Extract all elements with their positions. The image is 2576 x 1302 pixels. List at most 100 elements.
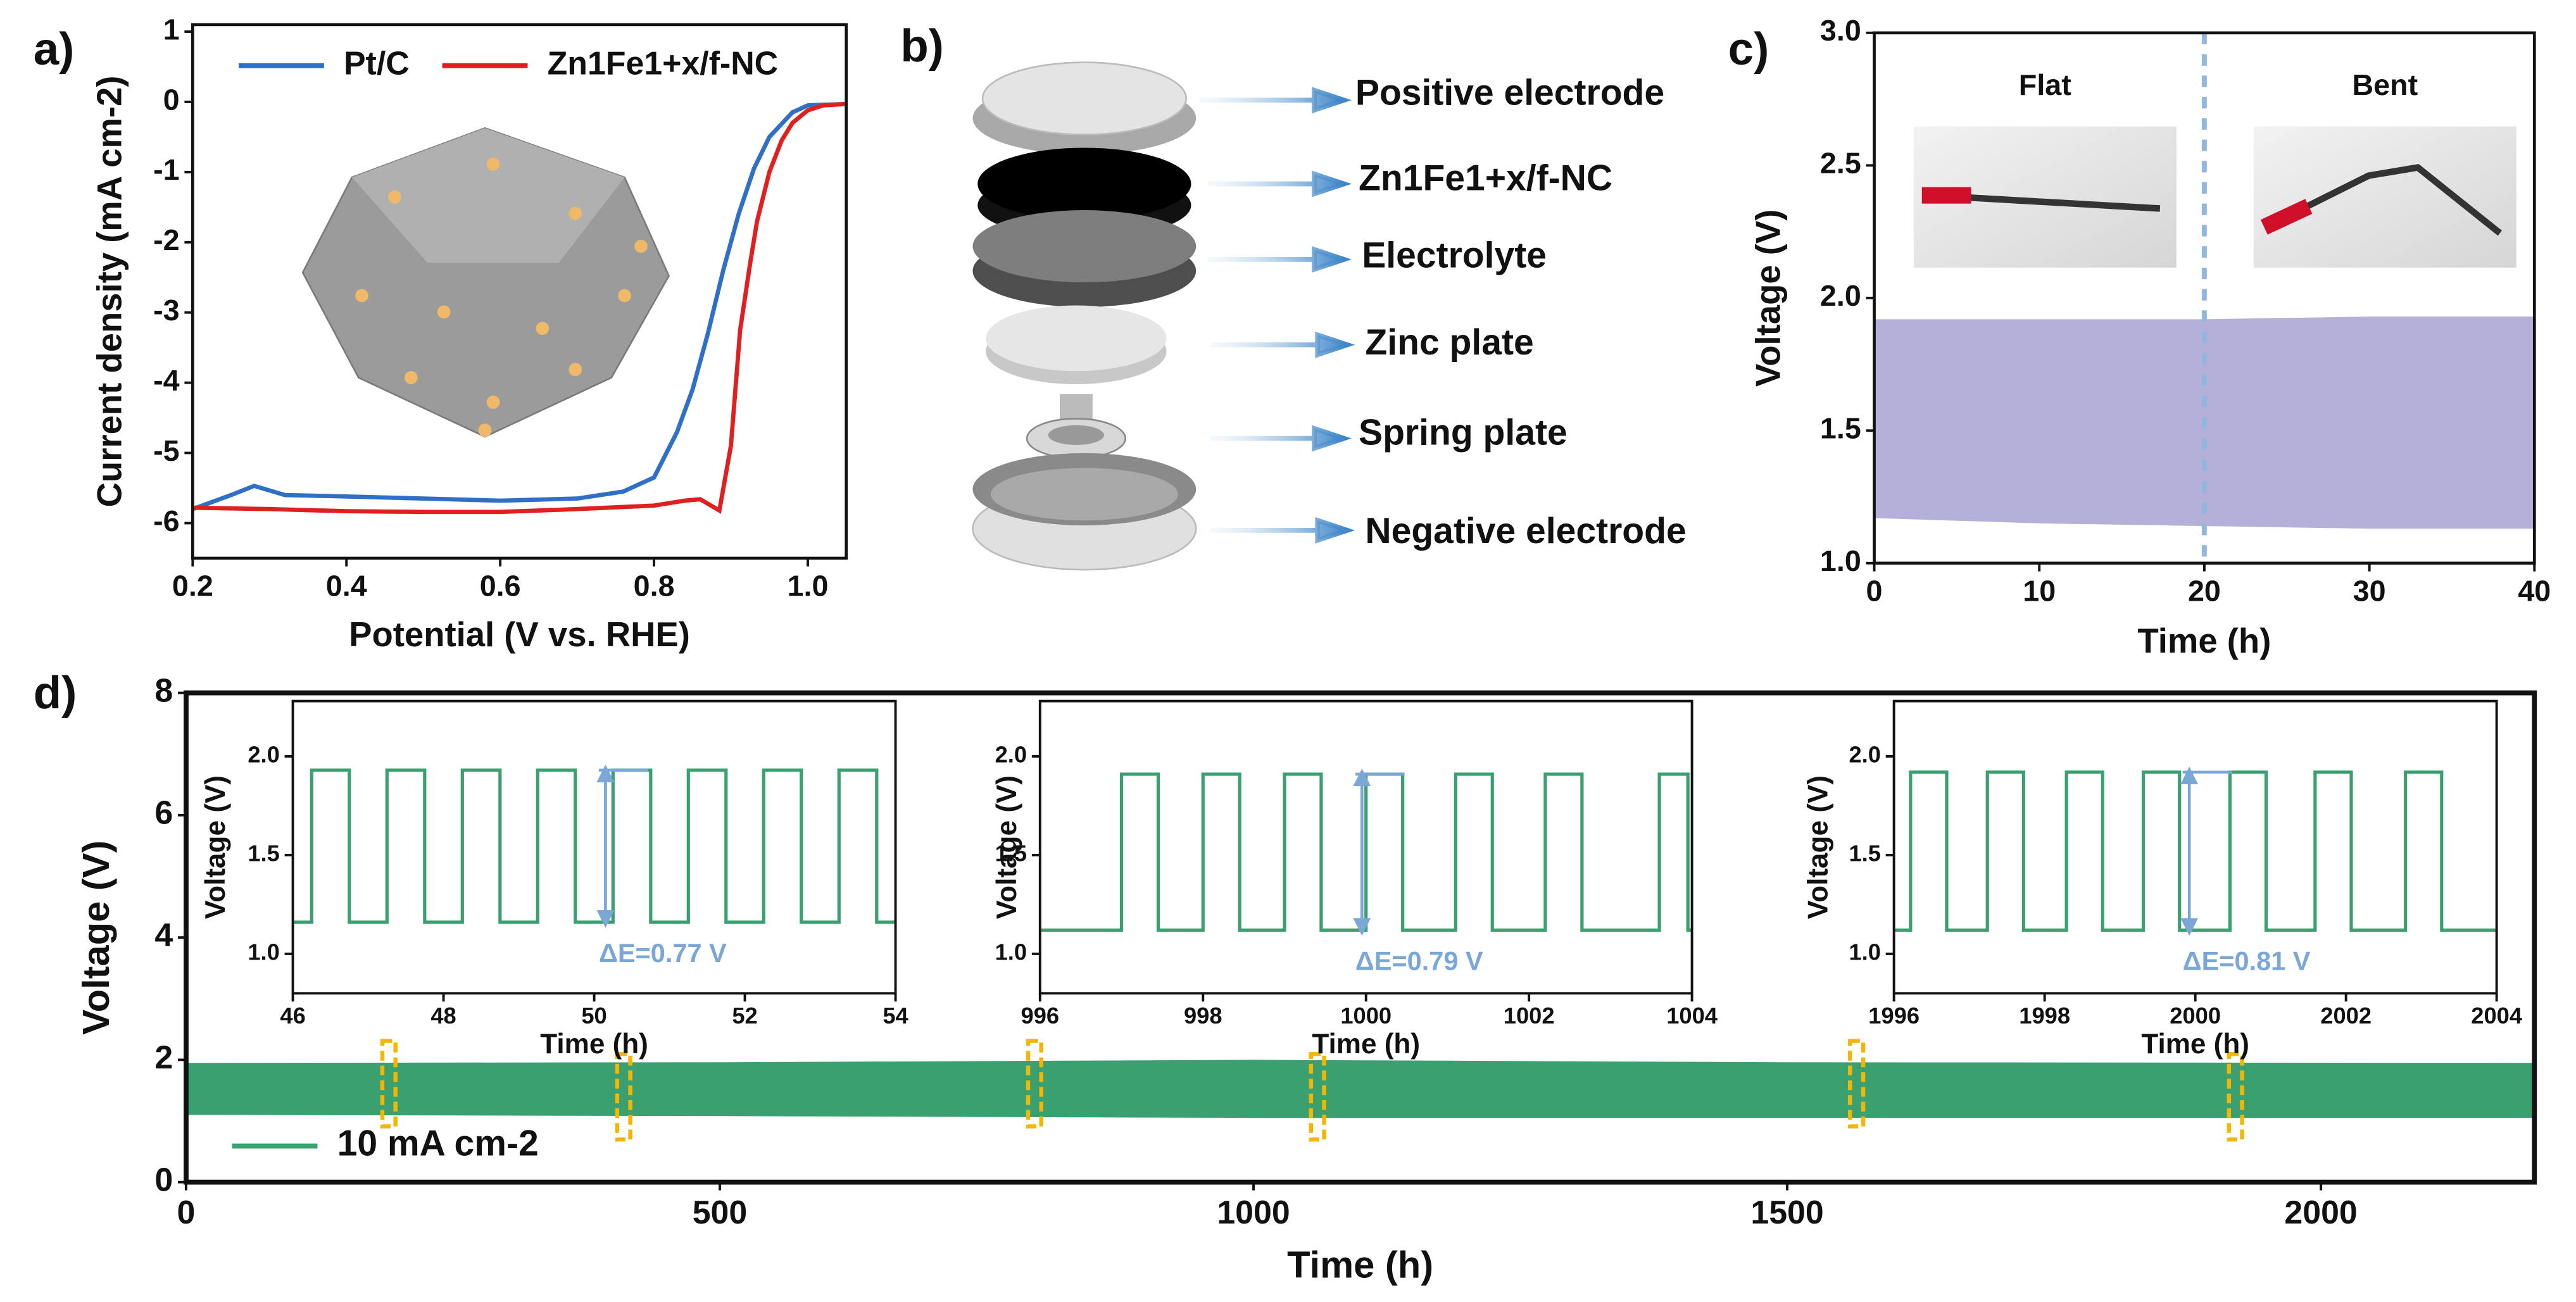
x-axis-label: Time (h) (1287, 1243, 1433, 1286)
x-tick-label: 0.6 (480, 569, 521, 602)
x-tick-label: 998 (1184, 1003, 1222, 1029)
y-tick-label: 4 (154, 917, 173, 953)
arrow (1199, 87, 1352, 114)
plot-frame (291, 699, 897, 995)
zinc-disc (986, 305, 1167, 372)
data-line (292, 768, 896, 924)
x-tick-label: 996 (1021, 1003, 1060, 1029)
x-tick-label: 1.0 (788, 569, 829, 602)
y-tick-label: 1.0 (1820, 544, 1861, 577)
chart-panel: 1996 1998 2000 2002 2004 1.0 1.5 2.0 Time (h) Vol… (1803, 699, 2522, 1060)
legend-label: Pt/C (344, 44, 410, 81)
y-tick-label: -4 (153, 364, 180, 397)
x-tick-label: 0 (1866, 574, 1883, 607)
y-tick-label: 2.0 (248, 742, 279, 768)
y-tick-label: -2 (153, 223, 180, 256)
plot-frame (1892, 699, 2498, 995)
x-axis-label: Time (h) (540, 1029, 648, 1060)
diagram-label: Negative electrode (1365, 511, 1686, 551)
highlight-box (1309, 1052, 1326, 1142)
chart-panel: c) 0 10 20 30 40 1.0 1.5 2.0 2.5 3.0 Time (h) Voltag… (1728, 14, 2551, 660)
x-tick-label: 1996 (1868, 1003, 1919, 1029)
y-tick-label: 1.0 (248, 939, 279, 965)
y-axis-label: Voltage (V) (1803, 775, 1834, 919)
y-tick-label: 2.0 (1820, 279, 1861, 312)
panel-label: b) (900, 20, 944, 72)
x-axis-label: Potential (V vs. RHE) (349, 615, 690, 654)
y-tick-label: 2 (154, 1039, 173, 1075)
battery-diagram: b) Positive electrode Zn1Fe1+x/f-NC Elec… (900, 20, 1687, 571)
diagram-label: Spring plate (1359, 412, 1568, 453)
y-axis-label: Voltage (V) (200, 775, 231, 919)
y-tick-label: 1.0 (995, 939, 1027, 965)
x-tick-label: 2000 (2284, 1194, 2357, 1230)
delta-label: ΔE=0.81 V (2183, 946, 2311, 975)
plot-frame (184, 690, 2537, 1185)
panel-label: c) (1728, 23, 1769, 75)
y-tick-label: -6 (153, 504, 180, 537)
chart-panel: 996 998 1000 1002 1004 1.0 1.5 2.0 Time (h) Volta… (991, 699, 1718, 1060)
arrow (1210, 425, 1352, 452)
plot-frame (1873, 31, 2536, 565)
x-axis-label: Time (h) (2141, 1029, 2249, 1060)
x-tick-label: 2004 (2471, 1003, 2522, 1029)
y-tick-label: 1 (163, 13, 180, 46)
y-tick-label: 2.0 (1849, 742, 1880, 768)
x-tick-label: 46 (280, 1003, 305, 1029)
x-tick-label: 500 (693, 1194, 748, 1230)
cycling-band (185, 1060, 2535, 1118)
cap-top (981, 61, 1187, 136)
arrow (1210, 331, 1355, 358)
y-tick-label: 6 (154, 794, 173, 831)
y-axis-label: Current density (mA cm-2) (91, 75, 129, 507)
y-tick-label: 1.5 (1849, 841, 1880, 867)
x-tick-label: 0.2 (172, 569, 213, 602)
atom-dots (355, 158, 648, 437)
charts: a)0.2 0.4 0.6 0.8 1.010-1-2-3-4-5-6Potential… (34, 13, 2551, 1286)
legend-label: Zn1Fe1+x/f-NC (548, 44, 779, 81)
diagram-arrows (1199, 87, 1355, 544)
case-inner (990, 468, 1178, 521)
x-tick-label: 54 (883, 1003, 908, 1029)
diagram-label: Positive electrode (1355, 73, 1664, 113)
y-tick-label: 1.5 (1820, 412, 1861, 445)
photo (2253, 126, 2516, 268)
arrow (1210, 516, 1355, 544)
panel-label: d) (34, 667, 77, 718)
chart-panel: 46 48 50 52 54 1.0 1.5 2.0 Time (h) Voltage (V) ΔE… (200, 699, 908, 1060)
x-tick-label: 1000 (1340, 1003, 1392, 1029)
polyhedron-face (351, 128, 625, 263)
highlight-box (2227, 1052, 2244, 1142)
inset-background (292, 701, 896, 994)
x-tick-label: 1000 (1217, 1194, 1290, 1230)
electrolyte-disc (972, 210, 1197, 283)
x-tick-label: 48 (430, 1003, 456, 1029)
chart-panel: a) 0.2 0.4 0.6 0.8 1.0 1 0 -1 -2 -3 -4 -5 -6 Potential… (34, 13, 848, 654)
delta-label: ΔE=0.79 V (1355, 946, 1483, 975)
photo-label: Flat (2019, 68, 2071, 101)
panel-label: a) (34, 23, 75, 75)
y-tick-label: 0 (163, 83, 180, 116)
x-tick-label: 1998 (2019, 1003, 2070, 1029)
y-tick-label: 1.5 (995, 841, 1027, 867)
y-axis-label: Voltage (V) (991, 775, 1022, 919)
plot-frame (191, 23, 848, 560)
diagram-label: Zinc plate (1365, 322, 1533, 363)
highlight-box (1848, 1039, 1866, 1129)
x-axis-label: Time (h) (1312, 1029, 1420, 1060)
legend-label: 10 mA cm-2 (337, 1124, 539, 1164)
y-axis-label: Voltage (V) (75, 841, 117, 1035)
x-tick-label: 50 (581, 1003, 606, 1029)
x-tick-label: 30 (2353, 574, 2386, 607)
x-tick-label: 52 (732, 1003, 757, 1029)
y-tick-label: 1.0 (1849, 939, 1880, 965)
diagram-label: Electrolyte (1362, 235, 1547, 275)
x-tick-label: 0.8 (634, 569, 675, 602)
clip-red (1921, 187, 1971, 204)
x-tick-label: 1002 (1504, 1003, 1555, 1029)
y-tick-label: 3.0 (1820, 14, 1861, 47)
x-tick-label: 2000 (2170, 1003, 2221, 1029)
y-tick-label: -3 (153, 294, 180, 327)
catalyst-disc (977, 147, 1191, 220)
